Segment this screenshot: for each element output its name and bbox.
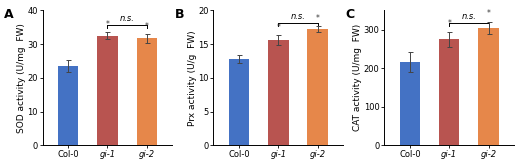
Bar xyxy=(478,28,499,145)
Text: n.s.: n.s. xyxy=(462,12,476,21)
Bar xyxy=(229,59,249,145)
Y-axis label: CAT activity (U/mg  FW): CAT activity (U/mg FW) xyxy=(353,24,362,131)
Text: n.s.: n.s. xyxy=(291,12,305,21)
Text: B: B xyxy=(175,8,184,21)
Text: *: * xyxy=(447,19,451,28)
Text: C: C xyxy=(345,8,355,21)
Text: n.s.: n.s. xyxy=(120,14,134,23)
Bar xyxy=(439,39,460,145)
Text: *: * xyxy=(487,9,490,18)
Y-axis label: SOD activity (U/mg  FW): SOD activity (U/mg FW) xyxy=(17,23,26,133)
Text: *: * xyxy=(105,20,109,29)
Text: *: * xyxy=(145,22,148,31)
Bar xyxy=(58,66,78,145)
Text: *: * xyxy=(316,14,319,23)
Y-axis label: Prx activity (U/g  FW): Prx activity (U/g FW) xyxy=(188,30,197,126)
Bar xyxy=(137,38,157,145)
Bar xyxy=(268,40,289,145)
Bar xyxy=(400,62,420,145)
Text: *: * xyxy=(276,23,280,32)
Bar xyxy=(307,29,328,145)
Text: A: A xyxy=(4,8,13,21)
Bar xyxy=(97,36,118,145)
